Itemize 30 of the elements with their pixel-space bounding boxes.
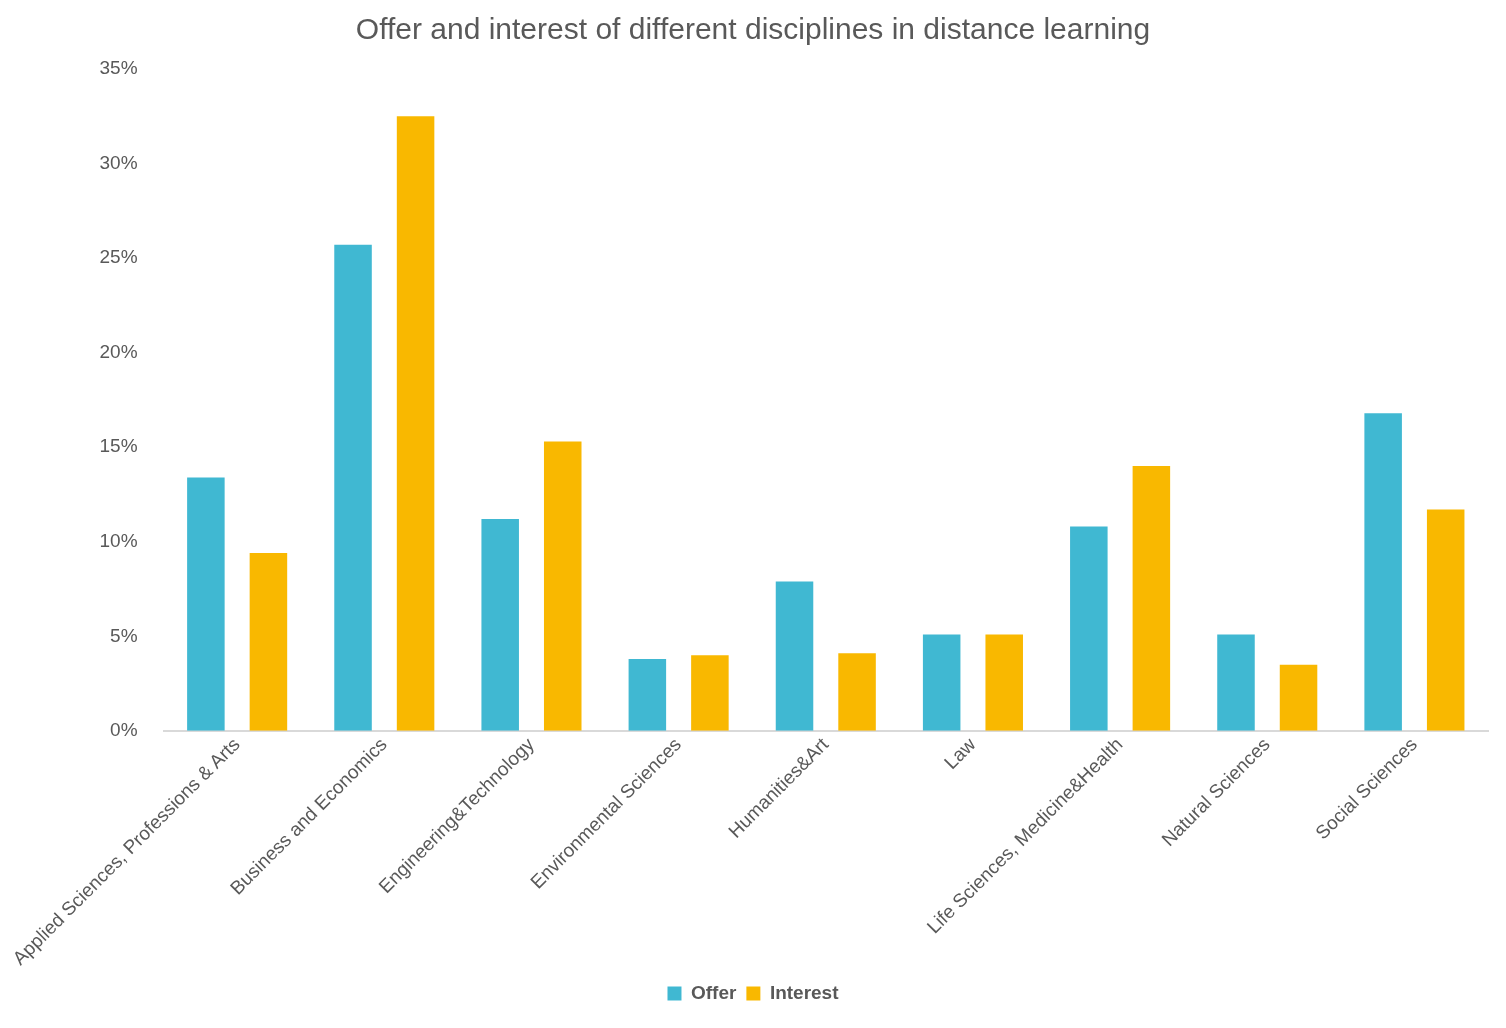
y-tick-label: 25% bbox=[99, 246, 138, 268]
y-tick-label: 30% bbox=[99, 151, 138, 173]
bar bbox=[838, 653, 876, 731]
y-tick-label: 10% bbox=[99, 529, 138, 551]
x-tick-label: Law bbox=[939, 733, 980, 774]
bar bbox=[1217, 634, 1255, 731]
y-tick-label: 0% bbox=[110, 719, 138, 741]
legend-label: Offer bbox=[690, 981, 737, 1003]
bar bbox=[249, 553, 288, 731]
y-tick-label: 35% bbox=[99, 57, 138, 79]
bar bbox=[691, 655, 729, 731]
bar bbox=[1132, 466, 1171, 731]
bar bbox=[775, 581, 814, 731]
legend-label: Interest bbox=[769, 981, 840, 1003]
bar bbox=[334, 244, 372, 731]
bar bbox=[1364, 413, 1402, 731]
bar bbox=[481, 519, 519, 731]
bar bbox=[1279, 664, 1318, 731]
bar bbox=[985, 634, 1023, 731]
chart-title: Offer and interest of different disciplines in distance learning bbox=[355, 12, 1151, 46]
bar bbox=[1426, 509, 1465, 731]
bar bbox=[628, 658, 667, 731]
bar bbox=[543, 441, 582, 731]
bar bbox=[1070, 526, 1108, 731]
bar bbox=[396, 116, 435, 731]
bar bbox=[922, 634, 961, 731]
y-tick-label: 5% bbox=[110, 624, 138, 646]
y-tick-label: 20% bbox=[99, 340, 138, 362]
bar bbox=[187, 477, 225, 731]
y-tick-label: 15% bbox=[99, 435, 138, 457]
